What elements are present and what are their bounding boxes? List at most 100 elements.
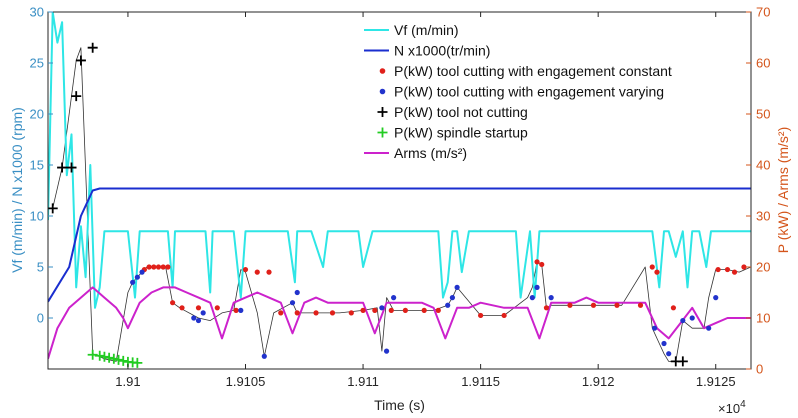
x-exponent-power: 4: [740, 399, 746, 410]
series-4-marker: [48, 203, 58, 214]
series-5-marker: [132, 357, 143, 368]
series-3-point: [379, 305, 385, 311]
series-0-line: [48, 12, 751, 309]
series-2-point: [160, 264, 166, 270]
series-2-point: [278, 310, 284, 316]
legend-label-2: P(kW) tool cutting with engagement const…: [394, 63, 672, 79]
series-6-line: [48, 286, 751, 360]
x-tick-label: 1.9125: [696, 374, 736, 389]
series-3-point: [191, 315, 197, 321]
y-tick-label-right: 40: [756, 158, 770, 173]
legend-swatch-4: [377, 107, 388, 117]
series-4-marker: [66, 162, 77, 173]
series-2-point: [146, 264, 152, 270]
x-exponent-label: ×104: [718, 399, 746, 416]
series-2-point: [543, 305, 550, 311]
series-3-point: [391, 295, 397, 301]
series-4-marker: [87, 42, 98, 53]
series-5-marker: [104, 352, 115, 363]
series-2-point: [614, 302, 620, 308]
series-2-point: [388, 307, 394, 313]
series-5-marker: [87, 349, 98, 360]
series-2-point: [435, 307, 441, 313]
y-tick-label-left: 25: [30, 56, 44, 71]
y-tick-label-right: 20: [756, 260, 770, 275]
series-2-point: [313, 310, 319, 316]
x-tick-label: 1.9105: [226, 374, 266, 389]
series-3-point: [238, 307, 244, 313]
series-3-point: [666, 351, 672, 357]
series-2-point: [649, 264, 655, 270]
series-2-point: [590, 302, 597, 308]
y-tick-label-left: 10: [30, 209, 44, 224]
series-3-point: [130, 279, 136, 285]
series-3-point: [706, 325, 712, 331]
series-2-point: [715, 266, 721, 273]
legend-label-0: Vf (m/min): [394, 22, 459, 38]
y-tick-label-left: 20: [30, 107, 44, 122]
series-3-point: [294, 289, 300, 296]
series-2-point: [348, 310, 354, 316]
y-tick-label-left: 15: [30, 158, 44, 173]
series-5-marker: [99, 351, 110, 362]
series-2-point: [567, 302, 573, 308]
axes-layer: 1.91 1.9105 1.911 1.9115 1.912 1.9125 0 5 10 15 20…: [30, 5, 771, 390]
series-3-point: [529, 295, 535, 301]
series-2-point: [294, 310, 300, 316]
series-2-point: [421, 307, 427, 313]
legend-swatch-2: [379, 68, 386, 74]
y-tick-label-left: 0: [37, 311, 44, 326]
plot-area: [48, 12, 751, 369]
series-2-point: [360, 307, 366, 313]
series-2-point: [731, 269, 738, 275]
series-2-point: [724, 266, 731, 273]
x-tick-label: 1.912: [582, 374, 615, 389]
series-2-point: [195, 305, 202, 311]
y-tick-label-right: 60: [756, 56, 770, 71]
series-3-point: [195, 317, 202, 324]
y-axis-label-left: Vf (m/min) / N x1000 (rpm): [9, 107, 25, 273]
series-2-point: [155, 264, 162, 270]
x-tick-label: 1.911: [347, 374, 379, 389]
legend-label-6: Arms (m/s²): [394, 145, 467, 161]
legend-label-5: P(kW) spindle startup: [394, 125, 528, 141]
series-2-point: [254, 269, 260, 275]
series-3-point: [713, 295, 719, 301]
series-2-point: [242, 266, 249, 273]
series-5-marker: [94, 350, 105, 361]
series-2-point: [266, 269, 272, 275]
series-3-point: [548, 295, 554, 301]
series-2-point: [329, 310, 336, 316]
series-3-point: [449, 295, 456, 301]
series-3-point: [134, 274, 140, 280]
series-2-point: [534, 259, 540, 265]
y-tick-label-right: 10: [756, 311, 770, 326]
series-2-point: [372, 307, 378, 313]
series-3-point: [661, 340, 667, 347]
series-3-point: [383, 348, 390, 354]
series-2-point: [165, 264, 171, 270]
legend-label-3: P(kW) tool cutting with engagement varyi…: [394, 84, 664, 100]
series-2-point: [741, 264, 747, 270]
series-4-marker: [57, 162, 68, 173]
series-3-point: [680, 317, 686, 324]
series-3-point: [454, 284, 460, 290]
series-2-point: [179, 305, 185, 311]
series-layer: [48, 12, 751, 368]
legend-label-1: N x1000(tr/min): [394, 43, 490, 59]
y-axis-label-right: P (kW) / Arms (m/s²): [775, 127, 791, 254]
y-tick-label-right: 50: [756, 107, 770, 122]
legend-swatch-3: [379, 88, 386, 95]
series-4-marker: [75, 55, 86, 66]
series-2-point: [539, 261, 545, 268]
series-2-point: [637, 302, 644, 308]
y-tick-label-left: 30: [30, 5, 44, 20]
x-tick-label: 1.9115: [461, 374, 500, 389]
y-tick-label-left: 5: [37, 260, 44, 275]
series-3-point: [652, 325, 658, 331]
series-3-point: [139, 269, 145, 275]
x-tick-label: 1.91: [115, 374, 140, 389]
x-exponent-base: ×10: [718, 401, 740, 416]
legend-swatch-5: [377, 127, 388, 138]
